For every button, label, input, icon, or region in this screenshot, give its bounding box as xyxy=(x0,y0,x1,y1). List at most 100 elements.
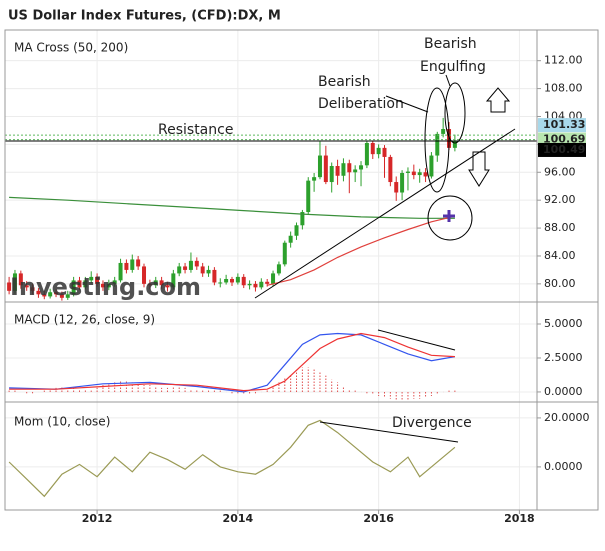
candle-body xyxy=(259,281,264,288)
price-tag-label: 100.69 xyxy=(543,133,585,146)
annotation: Divergence xyxy=(392,415,472,431)
price-tag-label: 100.49 xyxy=(543,143,585,156)
candle-body xyxy=(106,283,111,288)
candle-body xyxy=(329,166,334,183)
candle-body xyxy=(212,269,217,283)
price-tag xyxy=(538,142,586,157)
cross-marker xyxy=(443,210,455,222)
candle-body xyxy=(341,163,346,176)
x-tick-label: 2014 xyxy=(223,512,254,525)
series-line xyxy=(9,196,455,219)
candle-body xyxy=(306,180,311,213)
candle-body xyxy=(124,262,129,270)
highlight-ellipse xyxy=(424,87,450,193)
candle-body xyxy=(224,278,229,283)
candle-body xyxy=(235,276,240,283)
candle-body xyxy=(165,285,170,288)
annotation: Engulfing xyxy=(420,59,486,75)
candle-body xyxy=(95,276,100,284)
grid xyxy=(5,30,537,510)
candle-body xyxy=(312,177,317,181)
y-tick-label: 108.00 xyxy=(544,82,583,95)
series-line xyxy=(9,332,456,393)
y-tick-label: 5.0000 xyxy=(544,317,583,330)
divergence-line xyxy=(377,329,456,351)
series-line xyxy=(267,215,456,286)
series-line xyxy=(8,419,456,498)
candle-body xyxy=(229,278,234,283)
candle-body xyxy=(335,166,340,176)
annotation: Bearish xyxy=(318,74,371,90)
price-tag xyxy=(538,118,586,133)
candle-body xyxy=(12,273,17,291)
candle-body xyxy=(241,276,246,286)
candle-body xyxy=(317,155,322,178)
x-tick-label: 2016 xyxy=(363,512,394,525)
candle-body xyxy=(65,294,70,298)
candle-body xyxy=(100,283,105,288)
candle-body xyxy=(247,283,252,286)
y-tick-label: 80.00 xyxy=(544,277,576,290)
candle-body xyxy=(376,147,381,155)
pointer xyxy=(445,74,451,87)
candle-body xyxy=(294,225,299,236)
y-tick-label: 112.00 xyxy=(544,54,583,67)
candle-body xyxy=(54,292,59,295)
candle-body xyxy=(429,155,434,177)
candle-body xyxy=(394,182,399,193)
candle-body xyxy=(417,172,422,176)
up-arrow xyxy=(485,87,511,113)
annotation: Bearish xyxy=(424,36,477,52)
candle-body xyxy=(347,163,352,173)
candle-body xyxy=(71,280,76,295)
candle-body xyxy=(159,280,164,286)
candle-body xyxy=(200,266,205,274)
cross-circle xyxy=(427,195,473,241)
panel-label: MA Cross (50, 200) xyxy=(14,41,128,55)
candle-body xyxy=(282,242,287,265)
candle-body xyxy=(435,133,440,156)
candle-body xyxy=(42,294,47,297)
series-line xyxy=(9,332,455,392)
candle-body xyxy=(142,266,147,284)
candle-body xyxy=(370,142,375,155)
candle-body xyxy=(411,171,416,176)
candle-body xyxy=(130,259,135,270)
price-tag-label: 101.33 xyxy=(543,118,585,131)
trend-line xyxy=(254,128,516,299)
candle-body xyxy=(194,260,199,267)
divergence-line xyxy=(319,421,459,443)
candle-body xyxy=(30,287,35,291)
candle-body xyxy=(265,281,270,284)
candle-body xyxy=(147,283,152,286)
candle-body xyxy=(153,280,158,286)
candle-body xyxy=(364,142,369,166)
candle-body xyxy=(112,280,117,284)
candle-body xyxy=(24,285,29,288)
candle-body xyxy=(136,259,141,267)
y-tick-label: 88.00 xyxy=(544,221,576,234)
candle-body xyxy=(441,129,446,134)
panel-label: MACD (12, 26, close, 9) xyxy=(14,313,155,327)
candle-body xyxy=(118,262,123,281)
candle-body xyxy=(323,155,328,183)
candle-body xyxy=(271,273,276,284)
candle-body xyxy=(206,269,211,274)
y-tick-label: 20.0000 xyxy=(544,411,590,424)
highlight-ellipse xyxy=(444,82,466,144)
candle-body xyxy=(183,266,188,270)
candle-body xyxy=(253,283,258,288)
candle-body xyxy=(452,140,457,148)
candle-body xyxy=(77,280,82,288)
candle-body xyxy=(218,282,223,284)
y-tick-label: 96.00 xyxy=(544,165,576,178)
watermark: Investing.com xyxy=(10,273,201,301)
candle-body xyxy=(188,260,193,270)
candle-body xyxy=(400,172,405,193)
candle-body xyxy=(36,290,41,295)
y-tick-label: 84.00 xyxy=(544,249,576,262)
annotation: Resistance xyxy=(158,122,233,138)
frame xyxy=(4,29,599,511)
